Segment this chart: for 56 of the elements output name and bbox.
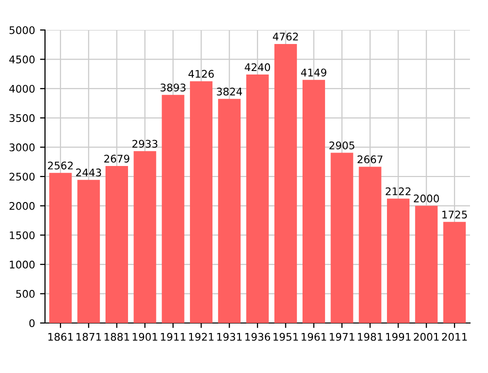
x-tick-label: 1931 [217,332,242,341]
bar [246,74,269,323]
data-label: 2679 [104,154,130,163]
x-tick-label: 1881 [104,332,130,341]
x-tick-label: 1911 [160,332,186,341]
bar [302,80,326,323]
data-label: 4149 [301,68,326,76]
y-tick-label: 3000 [10,143,35,152]
data-label: 2122 [386,187,410,196]
y-tick-label: 5000 [10,26,35,34]
y-tick-label: 1000 [10,260,35,269]
x-tick-label: 1981 [358,332,382,341]
data-label: 4240 [244,63,270,72]
bar [134,151,156,323]
data-label: 2562 [48,162,73,170]
bar [162,94,184,323]
bar [386,198,410,323]
x-tick-label: 1936 [245,332,270,341]
bar [190,81,212,323]
y-tick-label: 4500 [9,56,35,64]
x-tick-label: 1961 [302,332,326,341]
data-label: 3824 [216,88,242,96]
bar [106,166,128,323]
y-tick-label: 500 [16,290,35,298]
x-tick-label: 2011 [442,332,467,341]
data-label: 2443 [76,168,102,176]
data-label: 2933 [132,140,158,148]
x-tick-label: 1871 [76,332,101,341]
data-label: 2000 [414,194,439,202]
bar [218,98,241,323]
bar [443,222,466,323]
x-tick-label: 1861 [48,332,73,341]
y-tick-label: 0 [29,319,35,328]
data-label: 4126 [188,70,214,78]
bar [49,172,72,323]
bar [330,152,354,323]
y-tick-label: 4000 [9,84,35,93]
x-tick-label: 1951 [274,332,298,341]
x-tick-label: 1971 [330,332,354,341]
data-label: 2667 [358,155,382,164]
bar [274,44,297,323]
data-label: 4762 [272,32,298,41]
bar [77,180,100,323]
bar [358,166,382,323]
bar [415,206,438,323]
y-tick-label: 3500 [10,114,35,122]
data-label: 1725 [442,210,467,219]
data-label: 2905 [329,141,354,150]
x-tick-label: 2001 [414,332,439,341]
x-tick-label: 1901 [132,332,158,341]
data-label: 3893 [160,84,186,92]
y-tick-label: 2000 [10,202,35,210]
y-tick-label: 2500 [10,172,35,181]
x-tick-label: 1991 [386,332,411,341]
y-tick-label: 1500 [10,231,35,240]
x-tick-label: 1921 [189,332,214,341]
